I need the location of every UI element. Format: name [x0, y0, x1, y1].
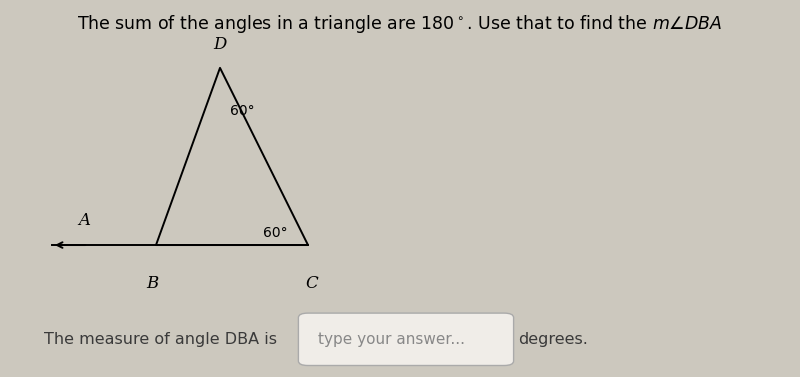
Text: The sum of the angles in a triangle are 180$^\circ$. Use that to find the $m\ang: The sum of the angles in a triangle are …: [78, 13, 722, 35]
Text: D: D: [214, 36, 226, 53]
Text: 60°: 60°: [230, 104, 254, 118]
Text: degrees.: degrees.: [518, 332, 588, 347]
Text: The measure of angle DBA is: The measure of angle DBA is: [44, 332, 277, 347]
Text: 60°: 60°: [263, 226, 288, 240]
Text: A: A: [78, 212, 90, 229]
Text: B: B: [146, 275, 158, 292]
FancyBboxPatch shape: [298, 313, 514, 366]
Text: C: C: [306, 275, 318, 292]
Text: type your answer...: type your answer...: [318, 332, 465, 347]
